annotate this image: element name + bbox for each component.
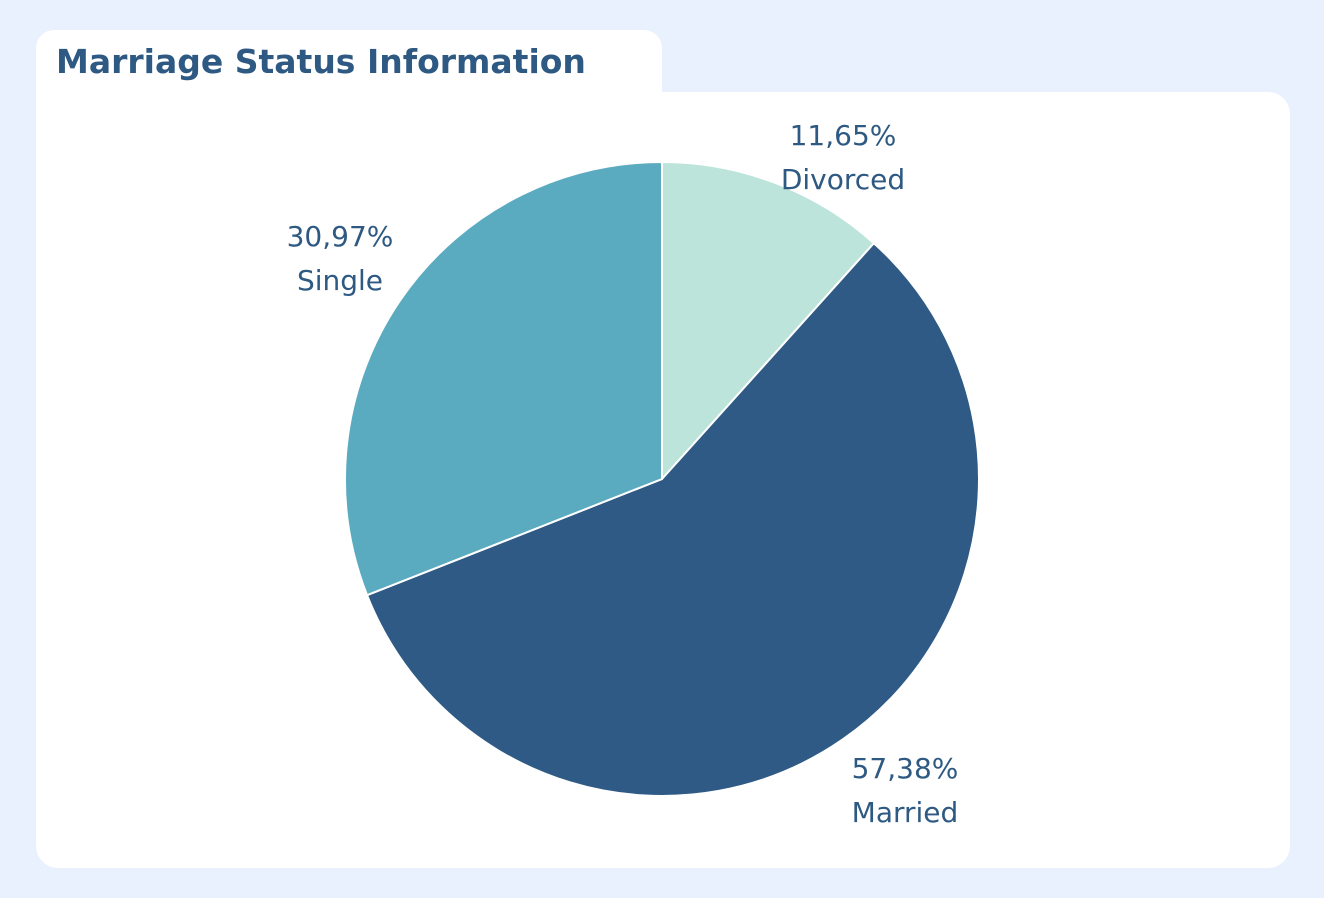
pie-slice-married[interactable] (365, 241, 980, 797)
slice-category-label-divorced: Divorced (781, 163, 905, 196)
slice-category-label-single: Single (297, 264, 383, 297)
slice-value-label-divorced: 11,65% (790, 119, 897, 152)
chart-title: Marriage Status Information (56, 42, 586, 81)
slice-value-label-married: 57,38% (852, 752, 959, 785)
pie-slice-divorced[interactable] (661, 160, 876, 482)
pie-slice-single[interactable] (344, 160, 663, 597)
slice-value-label-single: 30,97% (287, 220, 394, 253)
slice-category-label-married: Married (852, 796, 959, 829)
